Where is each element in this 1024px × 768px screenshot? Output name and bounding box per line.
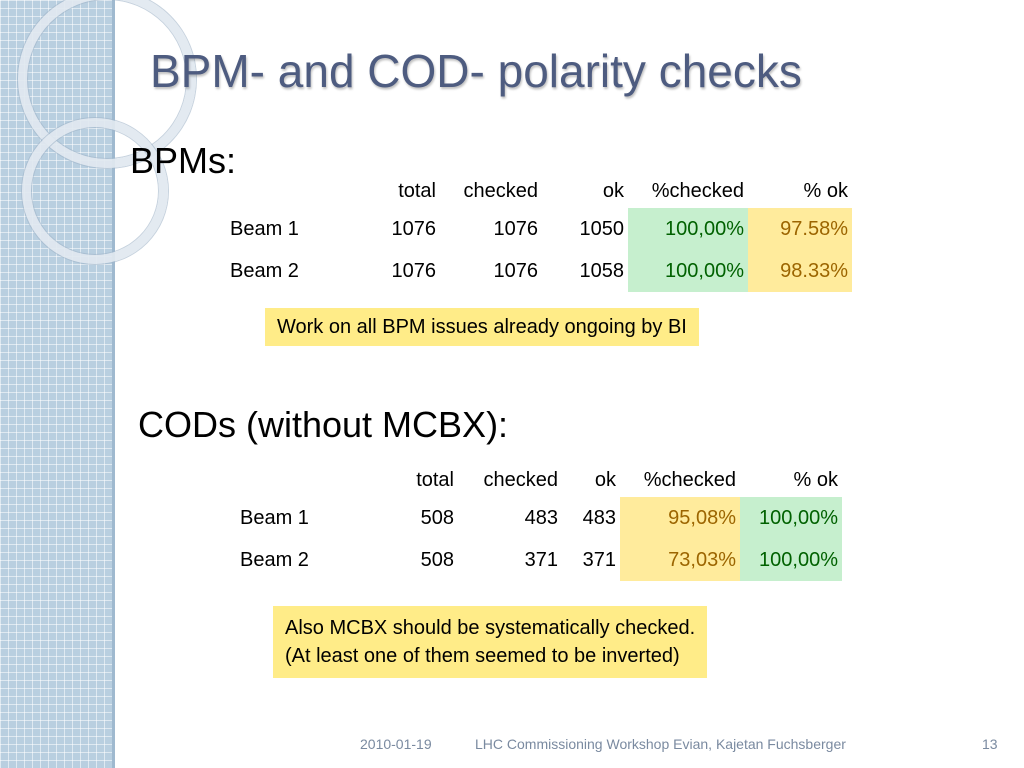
bpm-note: Work on all BPM issues already ongoing b… [265,308,699,346]
row-label: Beam 2 [226,250,358,292]
bpm-table: total checked ok %checked % ok Beam 1 10… [226,174,852,292]
total-cell: 1076 [358,208,440,250]
pct-ok-cell: 100,00% [740,539,842,581]
cod-heading: CODs (without MCBX): [138,404,508,446]
row-label: Beam 2 [236,539,378,581]
column-header: % ok [748,174,852,208]
ok-cell: 1058 [542,250,628,292]
pct-ok-cell: 97.58% [748,208,852,250]
table-row: Beam 2 1076 1076 1058 100,00% 98.33% [226,250,852,292]
table-row: Beam 1 1076 1076 1050 100,00% 97.58% [226,208,852,250]
row-label: Beam 1 [226,208,358,250]
row-label: Beam 1 [236,497,378,539]
ok-cell: 483 [562,497,620,539]
checked-cell: 1076 [440,208,542,250]
table-header-row: total checked ok %checked % ok [226,174,852,208]
footer-date: 2010-01-19 [360,736,432,752]
pct-checked-cell: 95,08% [620,497,740,539]
cod-note-line: (At least one of them seemed to be inver… [285,642,695,670]
column-header: ok [542,174,628,208]
ok-cell: 371 [562,539,620,581]
total-cell: 508 [378,539,458,581]
bpm-heading: BPMs: [130,140,236,182]
table-row: Beam 2 508 371 371 73,03% 100,00% [236,539,842,581]
column-header: % ok [740,463,842,497]
table-header-row: total checked ok %checked % ok [236,463,842,497]
cod-table: total checked ok %checked % ok Beam 1 50… [236,463,842,581]
footer-text: LHC Commissioning Workshop Evian, Kajeta… [475,736,846,752]
page-number: 13 [982,736,998,752]
pct-checked-cell: 73,03% [620,539,740,581]
column-header: total [358,174,440,208]
cod-note: Also MCBX should be systematically check… [273,606,707,678]
pct-checked-cell: 100,00% [628,250,748,292]
checked-cell: 371 [458,539,562,581]
column-header: checked [440,174,542,208]
table-row: Beam 1 508 483 483 95,08% 100,00% [236,497,842,539]
total-cell: 1076 [358,250,440,292]
cod-note-line: Also MCBX should be systematically check… [285,614,695,642]
column-header: ok [562,463,620,497]
ok-cell: 1050 [542,208,628,250]
column-header: %checked [620,463,740,497]
column-header: total [378,463,458,497]
slide-title: BPM- and COD- polarity checks [150,44,802,98]
checked-cell: 1076 [440,250,542,292]
column-header: checked [458,463,562,497]
column-header: %checked [628,174,748,208]
column-header [226,174,358,208]
total-cell: 508 [378,497,458,539]
pct-ok-cell: 98.33% [748,250,852,292]
pct-ok-cell: 100,00% [740,497,842,539]
checked-cell: 483 [458,497,562,539]
column-header [236,463,378,497]
pct-checked-cell: 100,00% [628,208,748,250]
